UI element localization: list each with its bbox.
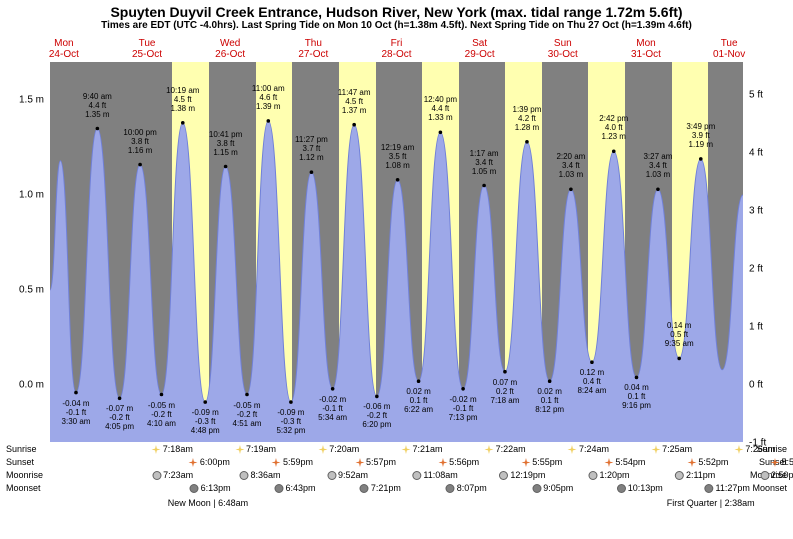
- day-label: Tue25-Oct: [127, 38, 167, 60]
- ytick-right: 2 ft: [749, 264, 763, 275]
- ytick-right: 0 ft: [749, 380, 763, 391]
- day-label: Mon31-Oct: [626, 38, 666, 60]
- ytick-left: 1.0 m: [19, 190, 44, 201]
- sm-item: 6:43pm: [275, 483, 316, 493]
- tide-label: 11:00 am4.6 ft1.39 m: [252, 84, 285, 111]
- sm-item: 10:13pm: [617, 483, 663, 493]
- sm-item: 9:05pm: [532, 483, 573, 493]
- tide-label: -0.07 m-0.2 ft4:05 pm: [105, 404, 134, 431]
- sm-item: 5:52pm: [687, 457, 728, 467]
- tide-label: 11:27 pm3.7 ft1.12 m: [295, 135, 328, 162]
- sm-item: 6:00pm: [189, 457, 230, 467]
- tide-label: -0.06 m-0.2 ft6:20 pm: [362, 402, 391, 429]
- sm-label-left: Moonrise: [6, 470, 43, 480]
- sm-item: 7:25am: [651, 444, 692, 454]
- sm-row-sunrise: SunriseSunrise7:18am7:19am7:20am7:21am7:…: [0, 444, 793, 456]
- tide-label: 11:47 am4.5 ft1.37 m: [338, 88, 371, 115]
- sm-item: 8:07pm: [446, 483, 487, 493]
- sm-item: 6:13pm: [190, 483, 231, 493]
- sm-item: 7:21am: [401, 444, 442, 454]
- tide-label: 0.02 m0.1 ft6:22 am: [404, 387, 433, 414]
- tide-chart: Spuyten Duyvil Creek Entrance, Hudson Ri…: [0, 0, 793, 539]
- sm-label-right: Moonset: [752, 483, 787, 493]
- sm-item: 7:19am: [235, 444, 276, 454]
- ytick-right: 5 ft: [749, 90, 763, 101]
- tide-label: 2:42 pm4.0 ft1.23 m: [599, 114, 628, 141]
- tide-label: 3:49 pm3.9 ft1.19 m: [686, 122, 715, 149]
- sm-item: 5:51pm: [770, 457, 793, 467]
- tide-label: 9:40 am4.4 ft1.35 m: [83, 92, 112, 119]
- sm-item: 11:08am: [412, 470, 457, 480]
- tide-label: -0.05 m-0.2 ft4:10 am: [147, 401, 176, 428]
- sm-item: 1:20pm: [589, 470, 630, 480]
- ytick-left: 0.5 m: [19, 285, 44, 296]
- moon-phase-row: New Moon | 6:48am First Quarter | 2:38am: [0, 498, 793, 510]
- y-axis-right: -1 ft0 ft1 ft2 ft3 ft4 ft5 ft: [745, 62, 793, 442]
- ytick-right: 3 ft: [749, 206, 763, 217]
- sm-item: 12:19pm: [499, 470, 545, 480]
- tide-label: 3:27 am3.4 ft1.03 m: [643, 152, 672, 179]
- tide-label: -0.02 m-0.1 ft7:13 pm: [449, 395, 478, 422]
- day-label: Fri28-Oct: [377, 38, 417, 60]
- day-label: Thu27-Oct: [293, 38, 333, 60]
- tide-label: 0.12 m0.4 ft8:24 am: [577, 368, 606, 395]
- tide-label: 0.14 m0.5 ft9:35 am: [665, 321, 694, 348]
- sm-item: 11:27pm: [705, 483, 750, 493]
- sm-label-left: Sunrise: [6, 444, 37, 454]
- day-label: Tue01-Nov: [709, 38, 749, 60]
- sm-row-moonrise: MoonriseMoonrise7:23am8:36am9:52am11:08a…: [0, 470, 793, 482]
- tide-label: 0.02 m0.1 ft8:12 pm: [535, 387, 564, 414]
- sm-label-left: Sunset: [6, 457, 34, 467]
- tide-label: -0.09 m-0.3 ft5:32 pm: [276, 408, 305, 435]
- sm-item: 7:23am: [152, 470, 193, 480]
- tide-label: 10:00 pm3.8 ft1.16 m: [123, 128, 156, 155]
- tide-label: 2:20 am3.4 ft1.03 m: [556, 152, 585, 179]
- ytick-left: 0.0 m: [19, 380, 44, 391]
- sm-item: 7:22am: [485, 444, 526, 454]
- y-axis-left: 0.0 m 0.5 m 1.0 m 1.5 m: [0, 62, 48, 442]
- sm-item: 2:50pm: [760, 470, 793, 480]
- tide-label: -0.05 m-0.2 ft4:51 am: [233, 401, 262, 428]
- chart-title: Spuyten Duyvil Creek Entrance, Hudson Ri…: [0, 0, 793, 20]
- sm-item: 7:26am: [734, 444, 775, 454]
- tide-label: -0.04 m-0.1 ft3:30 am: [62, 399, 91, 426]
- sm-label-left: Moonset: [6, 483, 41, 493]
- sm-item: 5:59pm: [272, 457, 313, 467]
- tide-label: -0.09 m-0.3 ft4:48 pm: [191, 408, 220, 435]
- tide-label: 1:17 am3.4 ft1.05 m: [470, 149, 499, 176]
- tide-label: -0.02 m-0.1 ft5:34 am: [318, 395, 347, 422]
- ytick-right: 1 ft: [749, 322, 763, 333]
- chart-subtitle: Times are EDT (UTC -4.0hrs). Last Spring…: [0, 20, 793, 31]
- sm-item: 5:55pm: [521, 457, 562, 467]
- sm-item: 9:52am: [327, 470, 368, 480]
- sm-item: 7:20am: [318, 444, 359, 454]
- sm-item: 5:57pm: [355, 457, 396, 467]
- sm-item: 5:54pm: [604, 457, 645, 467]
- sm-item: 2:11pm: [675, 470, 715, 480]
- sm-item: 7:24am: [568, 444, 609, 454]
- moon-phase-label: First Quarter | 2:38am: [667, 498, 755, 508]
- sm-item: 8:36am: [239, 470, 280, 480]
- tide-label: 10:41 pm3.8 ft1.15 m: [209, 130, 242, 157]
- sm-item: 7:21pm: [360, 483, 401, 493]
- tide-label: 0.04 m0.1 ft9:16 pm: [622, 383, 651, 410]
- day-header: Mon24-OctTue25-OctWed26-OctThu27-OctFri2…: [50, 38, 743, 62]
- sm-row-moonset: Moonset Moonset 6:13pm 6:43pm 7:21pm 8:07pm 9:…: [0, 483, 793, 495]
- moon-phase-label: New Moon | 6:48am: [168, 498, 248, 508]
- day-label: Sun30-Oct: [543, 38, 583, 60]
- ytick-right: 4 ft: [749, 148, 763, 159]
- tide-label: 10:19 am4.5 ft1.38 m: [166, 86, 199, 113]
- day-label: Wed26-Oct: [210, 38, 250, 60]
- tide-label: 12:19 am3.5 ft1.08 m: [381, 143, 414, 170]
- ytick-left: 1.5 m: [19, 95, 44, 106]
- day-label: Sat29-Oct: [460, 38, 500, 60]
- plot-area: -0.04 m-0.1 ft3:30 am 9:40 am4.4 ft1.35 m…: [50, 62, 743, 442]
- sm-item: 5:56pm: [438, 457, 479, 467]
- sm-row-sunset: SunsetSunset6:00pm5:59pm5:57pm5:56pm5:55…: [0, 457, 793, 469]
- tide-label: 1:39 pm4.2 ft1.28 m: [513, 105, 542, 132]
- day-label: Mon24-Oct: [44, 38, 84, 60]
- tide-label: 0.07 m0.2 ft7:18 am: [491, 378, 520, 405]
- sm-item: 7:18am: [152, 444, 193, 454]
- tide-label: 12:40 pm4.4 ft1.33 m: [424, 95, 457, 122]
